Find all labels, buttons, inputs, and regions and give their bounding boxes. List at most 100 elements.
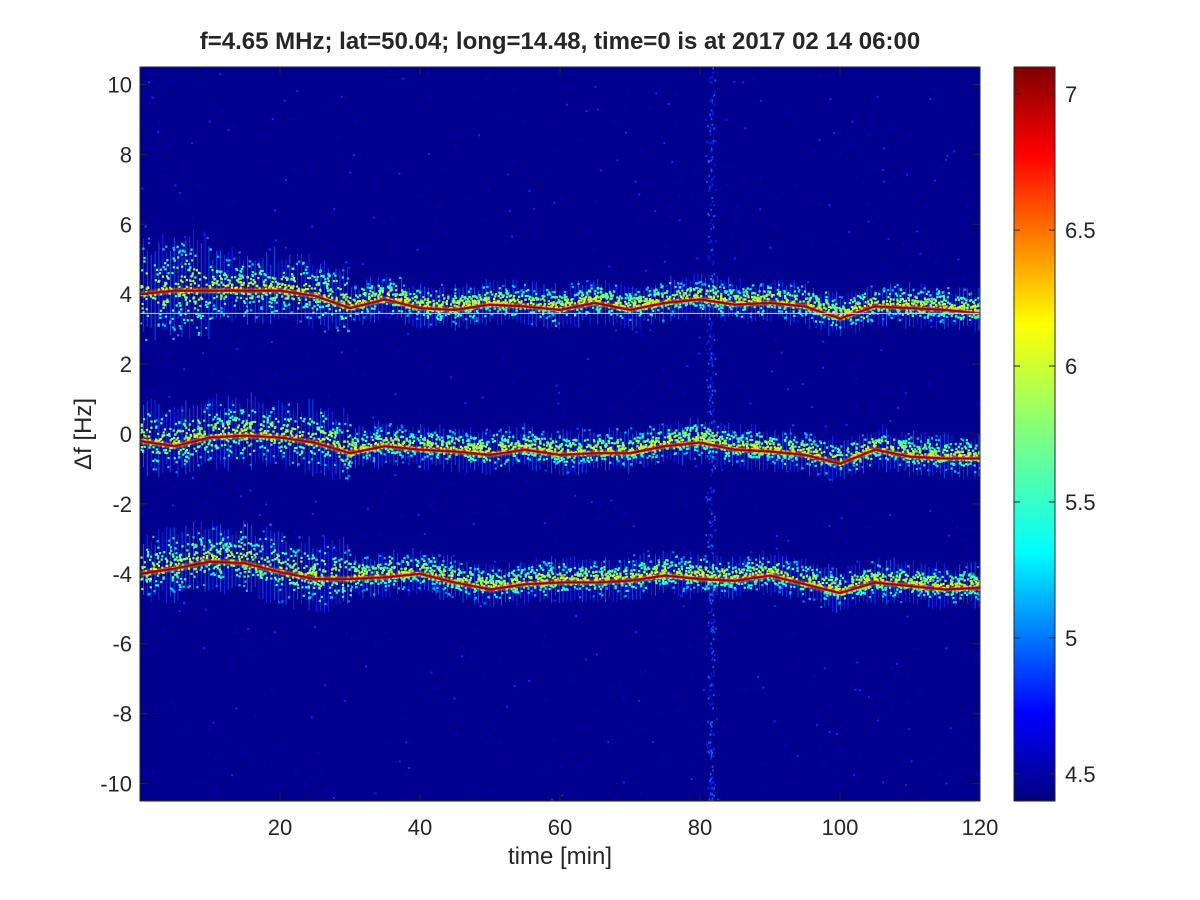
speckle: [271, 280, 274, 284]
speckle: [825, 446, 829, 449]
speckle: [535, 297, 538, 300]
speckle: [390, 286, 393, 289]
speckle: [783, 289, 786, 293]
speckle: [610, 446, 613, 449]
noise-speckle: [427, 153, 430, 156]
noise-speckle: [365, 665, 368, 668]
speckle: [526, 457, 529, 460]
speckle: [934, 298, 937, 301]
noise-speckle: [706, 410, 709, 413]
speckle: [437, 305, 441, 308]
speckle: [586, 293, 589, 296]
speckle: [174, 433, 177, 436]
noise-speckle: [856, 661, 859, 664]
speckle: [467, 290, 471, 293]
speckle: [251, 297, 254, 300]
speckle: [220, 297, 223, 300]
speckle: [216, 269, 219, 272]
noise-speckle: [152, 390, 155, 392]
speckle: [262, 420, 266, 423]
speckle: [181, 409, 184, 412]
noise-speckle: [314, 367, 317, 370]
speckle: [188, 262, 191, 266]
speckle: [887, 289, 890, 292]
speckle: [886, 310, 889, 313]
speckle: [977, 460, 980, 463]
noise-speckle: [710, 98, 713, 101]
speckle: [268, 248, 271, 251]
noise-speckle: [260, 159, 263, 162]
speckle: [227, 423, 230, 426]
noise-speckle: [335, 135, 338, 138]
speckle: [927, 453, 930, 456]
speckle: [308, 303, 311, 306]
speckle: [416, 313, 419, 316]
speckle: [210, 444, 213, 447]
speckle: [563, 293, 566, 296]
speckle: [265, 457, 268, 461]
noise-speckle: [638, 699, 640, 702]
speckle: [316, 426, 319, 429]
speckle: [806, 301, 809, 304]
speckle: [460, 314, 463, 317]
speckle: [283, 292, 286, 296]
speckle: [456, 314, 460, 318]
speckle: [328, 274, 331, 277]
noise-speckle: [771, 370, 773, 373]
noise-speckle: [314, 500, 317, 503]
speckle: [648, 298, 652, 301]
noise-speckle: [622, 781, 625, 784]
speckle: [184, 298, 187, 301]
noise-speckle: [707, 386, 710, 389]
noise-speckle: [707, 455, 709, 458]
speckle: [419, 300, 423, 303]
speckle: [899, 289, 903, 292]
noise-speckle: [585, 110, 588, 112]
speckle: [549, 293, 552, 296]
noise-speckle: [713, 176, 715, 179]
speckle: [835, 306, 839, 310]
speckle: [657, 291, 660, 294]
speckle: [963, 304, 966, 307]
noise-speckle: [244, 507, 247, 509]
speckle: [531, 311, 534, 314]
noise-speckle: [710, 116, 713, 120]
noise-speckle: [967, 472, 970, 475]
noise-speckle: [713, 518, 716, 521]
speckle: [685, 296, 688, 299]
noise-speckle: [662, 607, 665, 610]
speckle: [863, 292, 867, 295]
speckle: [354, 436, 357, 440]
speckle: [710, 295, 713, 298]
speckle: [661, 294, 664, 297]
noise-speckle: [172, 504, 175, 507]
noise-speckle: [712, 334, 715, 337]
noise-speckle: [698, 336, 701, 339]
noise-speckle: [711, 99, 713, 102]
speckle: [259, 446, 262, 449]
noise-speckle: [710, 109, 713, 112]
noise-speckle: [824, 730, 827, 733]
noise-speckle: [556, 149, 559, 152]
noise-speckle: [675, 124, 677, 127]
speckle: [861, 294, 864, 297]
speckle: [189, 266, 192, 269]
speckle: [600, 291, 603, 294]
noise-speckle: [141, 187, 144, 190]
speckle: [445, 302, 448, 306]
speckle: [950, 315, 953, 318]
noise-speckle: [708, 538, 711, 541]
noise-speckle: [141, 348, 144, 351]
speckle: [754, 292, 757, 295]
speckle: [505, 460, 508, 463]
speckle: [382, 279, 385, 282]
speckle: [458, 302, 461, 305]
noise-speckle: [654, 209, 657, 212]
speckle: [482, 455, 486, 459]
speckle: [804, 313, 807, 316]
speckle: [853, 299, 856, 302]
speckle: [488, 309, 491, 312]
noise-speckle: [709, 129, 711, 132]
speckle: [388, 287, 391, 290]
speckle: [917, 300, 920, 303]
